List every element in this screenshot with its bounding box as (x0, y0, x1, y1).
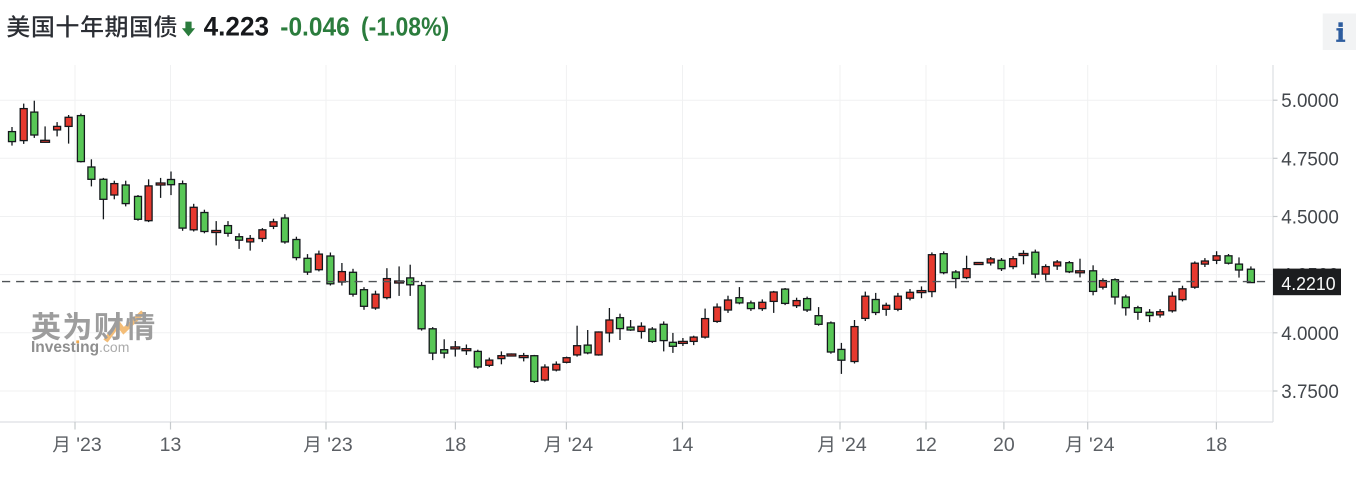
svg-text:'24: '24 (1089, 434, 1115, 456)
svg-text:20: 20 (993, 434, 1015, 456)
svg-text:'23: '23 (327, 434, 352, 456)
svg-text:4.223: 4.223 (204, 11, 270, 41)
svg-text:Investing.com: Investing.com (31, 339, 129, 356)
svg-text:'23: '23 (76, 434, 101, 456)
svg-text:4.2210: 4.2210 (1281, 274, 1335, 294)
svg-text:4.5000: 4.5000 (1281, 207, 1339, 229)
svg-text:4.0000: 4.0000 (1281, 323, 1339, 345)
svg-text:12: 12 (915, 434, 937, 456)
svg-text:(-1.08%): (-1.08%) (361, 11, 449, 41)
svg-text:5.0000: 5.0000 (1281, 90, 1339, 112)
svg-text:'24: '24 (568, 434, 594, 456)
svg-text:13: 13 (160, 434, 182, 456)
svg-text:14: 14 (672, 434, 694, 456)
svg-text:-0.046: -0.046 (280, 11, 349, 41)
svg-text:4.7500: 4.7500 (1281, 148, 1339, 170)
svg-text:3.7500: 3.7500 (1281, 381, 1339, 403)
svg-text:18: 18 (445, 434, 467, 456)
svg-text:'24: '24 (841, 434, 867, 456)
svg-text:18: 18 (1206, 434, 1228, 456)
